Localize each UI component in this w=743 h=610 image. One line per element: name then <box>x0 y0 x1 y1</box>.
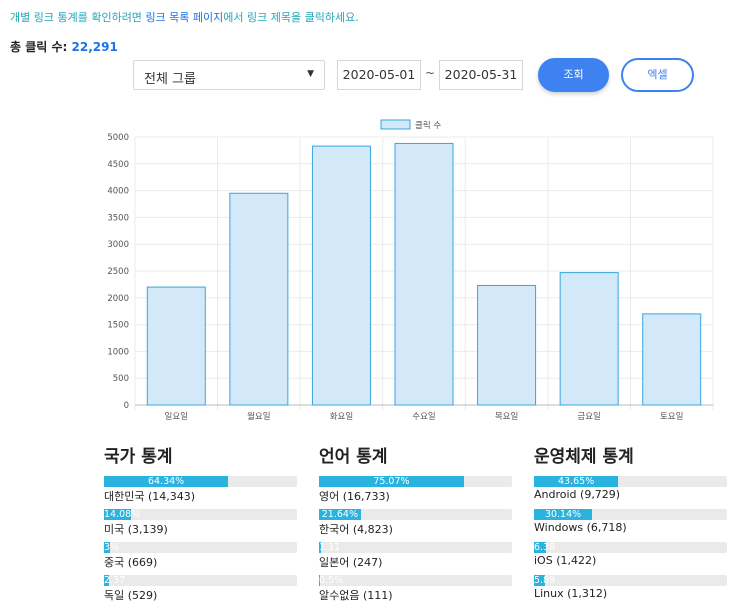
help-notice: 개별 링크 통계를 확인하려면 링크 목록 페이지에서 링크 제목을 클릭하세요… <box>10 9 359 25</box>
chart-bar <box>146 286 206 406</box>
country-stats-title: 국가 통계 <box>104 447 173 467</box>
language-stats-title: 언어 통계 <box>319 447 388 467</box>
stat-bar-fill: 0.5% <box>319 575 344 586</box>
stat-bar-track: 2.37 <box>104 575 297 586</box>
total-clicks-value: 22,291 <box>71 40 118 54</box>
stat-label: 한국어 (4,823) <box>319 523 393 536</box>
stat-bar-track: 14.08% <box>104 509 297 520</box>
stat-item: 43.65% Android (9,729) <box>534 476 730 509</box>
stat-bar-fill: 6.38 <box>534 542 556 553</box>
stat-label: 미국 (3,139) <box>104 523 168 536</box>
chart-bar <box>394 142 454 406</box>
stat-bar-track: 3% <box>104 542 297 553</box>
os-stats-title: 운영체제 통계 <box>534 447 634 467</box>
stat-bar-fill: 14.08% <box>104 509 141 520</box>
chevron-down-icon: ▼ <box>307 69 314 79</box>
stat-item: 3% 중국 (669) <box>104 542 300 575</box>
stat-bar-track: 30.14% <box>534 509 727 520</box>
group-select-value: 전체 그룹 <box>144 72 196 87</box>
stat-label: 알수없음 (111) <box>319 589 393 602</box>
link-list-page-link[interactable]: 링크 목록 페이지 <box>145 11 224 24</box>
stat-label: 대한민국 (14,343) <box>104 490 196 503</box>
stat-item: 14.08% 미국 (3,139) <box>104 509 300 542</box>
stat-item: 64.34% 대한민국 (14,343) <box>104 476 300 509</box>
stat-label: Windows (6,718) <box>534 521 627 534</box>
stat-item: 6.38 iOS (1,422) <box>534 542 730 575</box>
country-stats: 국가 통계 64.34% 대한민국 (14,343) 14.08% 미국 (3,139… <box>104 442 300 608</box>
stat-bar-fill: 64.34% <box>104 476 229 487</box>
stat-label: iOS (1,422) <box>534 554 597 567</box>
stat-label: Android (9,729) <box>534 488 621 501</box>
y-tick-label: 1500 <box>107 321 129 331</box>
chart-bar <box>559 272 619 406</box>
stat-bar-track: 21.64% <box>319 509 512 520</box>
notice-text-before: 개별 링크 통계를 확인하려면 <box>10 11 146 24</box>
chart-bar <box>477 284 537 406</box>
y-tick-label: 3000 <box>107 240 129 250</box>
notice-text-after: 에서 링크 제목을 클릭하세요. <box>223 11 359 24</box>
stat-bar-fill: 2.37 <box>104 575 126 586</box>
legend-label: 클릭 수 <box>415 120 441 131</box>
chart-bar <box>642 313 702 406</box>
stat-item: 2.37 독일 (529) <box>104 575 300 608</box>
x-tick-label: 목요일 <box>495 412 518 422</box>
y-tick-label: 3500 <box>107 213 129 223</box>
stat-bar-fill: 5.89 <box>534 575 556 586</box>
total-clicks-label: 총 클릭 수: <box>10 40 72 54</box>
excel-export-button[interactable]: 엑셀 <box>621 58 694 92</box>
chart-bar <box>229 192 289 406</box>
group-select[interactable]: 전체 그룹 ▼ <box>133 60 325 90</box>
stat-bar-fill: 3% <box>104 542 120 553</box>
y-tick-label: 500 <box>113 374 129 384</box>
chart-bar <box>311 145 371 406</box>
legend-swatch <box>380 119 411 130</box>
stat-bar-fill: 1.11 <box>319 542 341 553</box>
y-tick-label: 2500 <box>107 267 129 277</box>
x-tick-label: 토요일 <box>660 412 683 422</box>
date-separator: ~ <box>425 66 436 80</box>
search-button[interactable]: 조회 <box>538 58 609 92</box>
y-tick-label: 1000 <box>107 347 129 357</box>
stat-bar-fill: 43.65% <box>534 476 619 487</box>
stat-item: 1.11 일본어 (247) <box>319 542 515 575</box>
x-tick-label: 월요일 <box>247 411 270 422</box>
y-tick-label: 4000 <box>107 187 129 197</box>
stat-label: 독일 (529) <box>104 589 158 602</box>
start-date-input[interactable]: 2020-05-01 <box>337 60 421 90</box>
stat-item: 21.64% 한국어 (4,823) <box>319 509 515 542</box>
stat-item: 75.07% 영어 (16,733) <box>319 476 515 509</box>
stat-label: 중국 (669) <box>104 556 158 569</box>
x-tick-label: 수요일 <box>412 412 435 422</box>
stat-item: 5.89 Linux (1,312) <box>534 575 730 608</box>
stat-item: 30.14% Windows (6,718) <box>534 509 730 542</box>
y-tick-label: 4500 <box>107 160 129 170</box>
total-clicks: 총 클릭 수: 22,291 <box>10 38 118 55</box>
end-date-input[interactable]: 2020-05-31 <box>439 60 523 90</box>
os-stats: 운영체제 통계 43.65% Android (9,729) 30.14% Windo… <box>534 442 730 608</box>
stat-bar-track: 43.65% <box>534 476 727 487</box>
y-tick-label: 5000 <box>107 133 129 143</box>
x-tick-label: 금요일 <box>577 412 600 422</box>
stat-bar-track: 75.07% <box>319 476 512 487</box>
stat-bar-track: 64.34% <box>104 476 297 487</box>
stat-label: 일본어 (247) <box>319 556 383 569</box>
stat-bar-track: 5.89 <box>534 575 727 586</box>
language-stats: 언어 통계 75.07% 영어 (16,733) 21.64% 한국어 (4,823)… <box>319 442 515 608</box>
stat-bar-track: 0.5% <box>319 575 512 586</box>
x-tick-label: 화요일 <box>330 412 353 422</box>
weekday-clicks-chart: 0 500 1000 1500 2000 2500 3000 3500 4000 4500 5000… <box>107 119 714 422</box>
stat-item: 0.5% 알수없음 (111) <box>319 575 515 608</box>
stat-bar-fill: 21.64% <box>319 509 361 520</box>
stat-bar-fill: 30.14% <box>534 509 593 520</box>
stat-label: Linux (1,312) <box>534 587 608 600</box>
x-tick-label: 일요일 <box>165 412 188 422</box>
stat-bar-track: 1.11 <box>319 542 512 553</box>
stat-bar-fill: 75.07% <box>319 476 464 487</box>
y-tick-label: 0 <box>124 401 129 411</box>
stat-label: 영어 (16,733) <box>319 490 390 503</box>
stat-bar-track: 6.38 <box>534 542 727 553</box>
y-tick-label: 2000 <box>107 294 129 304</box>
